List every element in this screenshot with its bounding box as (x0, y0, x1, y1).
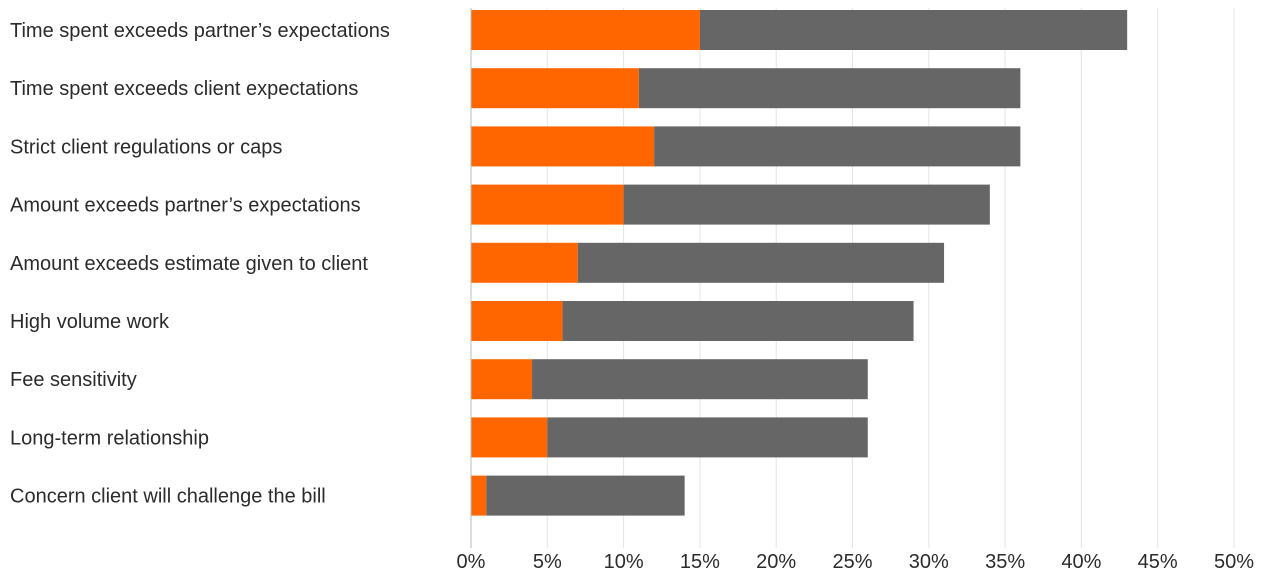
bar-segment-2-row-8 (547, 417, 868, 458)
category-label-2: Time spent exceeds client expectations (10, 78, 358, 100)
bar-segment-1-row-3 (471, 126, 655, 167)
x-tick-label-15: 15% (680, 551, 720, 570)
bar-segment-2-row-6 (562, 301, 914, 341)
bar-segment-1-row-6 (471, 301, 563, 341)
bar-segment-2-row-5 (577, 242, 945, 283)
bar-segment-2-row-4 (623, 184, 990, 225)
x-tick-label-35: 35% (985, 551, 1025, 570)
category-label-8: Long-term relationship (10, 427, 209, 449)
category-label-1: Time spent exceeds partner’s expectation… (10, 20, 390, 42)
bar-segment-1-row-5 (471, 242, 578, 283)
category-label-6: High volume work (10, 311, 170, 333)
category-labels: Time spent exceeds partner’s expectation… (10, 20, 390, 508)
bar-segment-1-row-7 (471, 359, 533, 400)
x-tick-label-10: 10% (604, 551, 644, 570)
bar-segment-2-row-1 (699, 10, 1128, 50)
bar-segment-1-row-4 (471, 184, 624, 225)
bar-segment-2-row-3 (654, 126, 1021, 167)
category-label-9: Concern client will challenge the bill (10, 486, 326, 508)
bar-segment-2-row-2 (638, 68, 1021, 109)
x-tick-label-0: 0% (457, 551, 486, 570)
x-tick-label-50: 50% (1214, 551, 1254, 570)
x-tick-label-5: 5% (533, 551, 562, 570)
x-tick-label-40: 40% (1061, 551, 1101, 570)
bar-segment-1-row-8 (471, 417, 548, 458)
x-tick-label-30: 30% (909, 551, 949, 570)
x-tick-label-20: 20% (756, 551, 796, 570)
category-label-5: Amount exceeds estimate given to client (10, 253, 368, 275)
bar-segment-1-row-9 (471, 475, 487, 516)
bars (471, 10, 1128, 516)
x-tick-label-45: 45% (1138, 551, 1178, 570)
x-axis-ticks: 0% 5% 10% 15% 20% 25% 30% 35% 40% 45% 50% (457, 551, 1255, 573)
bar-segment-2-row-9 (486, 475, 685, 516)
bar-segment-2-row-7 (532, 359, 868, 400)
category-label-4: Amount exceeds partner’s expectations (10, 195, 361, 217)
category-label-3: Strict client regulations or caps (10, 136, 282, 158)
category-label-7: Fee sensitivity (10, 369, 137, 391)
bar-segment-1-row-1 (471, 10, 700, 50)
bar-segment-1-row-2 (471, 68, 639, 109)
x-tick-label-25: 25% (832, 551, 872, 570)
